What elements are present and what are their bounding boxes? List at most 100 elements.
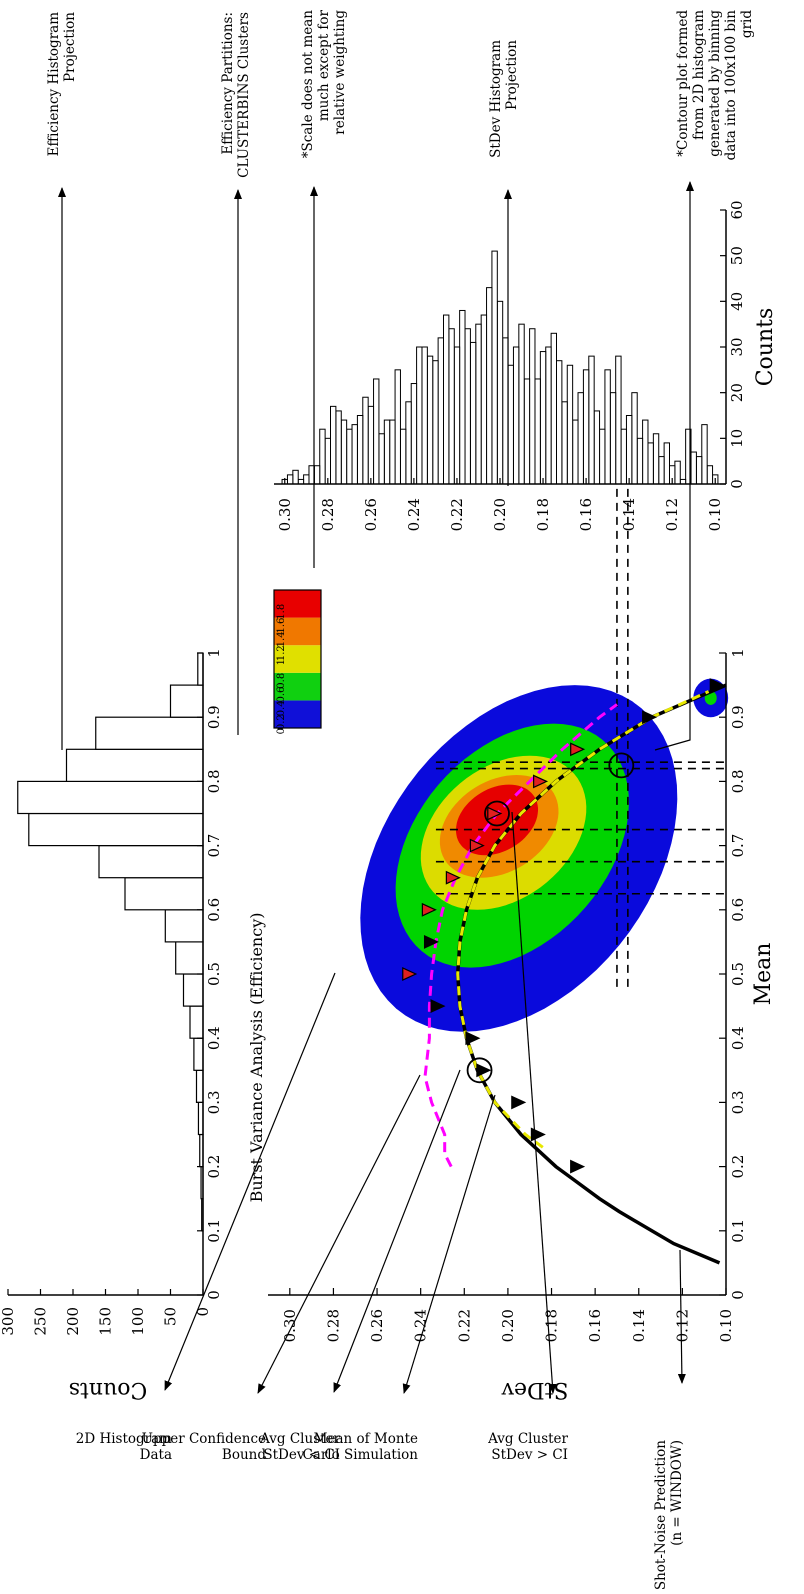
stdev-hist-bar (539, 351, 547, 485)
stdev-x-tick-label: 60 (728, 200, 746, 219)
stdev-hist-bar (383, 419, 391, 485)
stdev-hist-bar (690, 451, 697, 485)
colorbar: 00.20.40.60.8 11.21.41.61.8 (273, 589, 322, 734)
eff-hist-bar (124, 877, 204, 911)
stdev-hist-bar (399, 428, 407, 485)
x-axis-title: Mean (751, 943, 776, 1006)
stdev-hist-bar (701, 424, 708, 485)
stdev-hist-bar (453, 346, 461, 485)
ann_lt_ci: Avg Cluster StDev < CI (259, 1431, 340, 1463)
stdev-hist-bar (351, 424, 358, 485)
eff-hist-bar (98, 844, 204, 879)
colorbar-band-3 (274, 617, 321, 646)
stdev-hist-bar (615, 355, 622, 485)
stdev-hist-bar (512, 346, 520, 485)
stdev-hist-bar (292, 469, 299, 485)
x-tick-label: 0.7 (729, 834, 747, 858)
stdev-x-tick-label: 50 (728, 246, 746, 265)
stdev-hist-bar (432, 360, 439, 485)
stdev-hist-bar (443, 314, 450, 485)
stdev-y-tick-label: 0.22 (448, 498, 466, 531)
stdev-hist-bar (502, 337, 509, 485)
marker-0-2 (511, 1095, 527, 1110)
ann_shot: Shot-Noise Prediction(n = WINDOW) (653, 1440, 685, 1590)
stdev-hist-bar (448, 328, 455, 485)
annotations: Efficiency HistogramProjection Efficiency… (46, 9, 755, 1590)
ann_stdev_hist: StDev HistogramProjection (488, 40, 520, 158)
eff-hist-bar (65, 748, 204, 782)
stdev-hist-bar (529, 328, 536, 485)
stdev-hist-bar (464, 328, 471, 485)
circled-point-1 (484, 800, 510, 827)
marker-0-6 (423, 934, 440, 949)
stdev-hist-bar (550, 332, 557, 485)
stdev-hist-bar (561, 401, 568, 485)
ann_2d: 2D Histogram Data (76, 1431, 172, 1463)
colorbar-tick-label: 1.8 (276, 604, 287, 620)
stdev-hist-bar (588, 355, 595, 485)
stdev-y-tick-label: 0.24 (405, 498, 423, 531)
y-axis-title: StDev (501, 1377, 569, 1402)
eff-hist-bar (164, 909, 204, 943)
eff-hist-bar (175, 941, 204, 975)
ann_mc: Mean of Monte Carlo Simulation (302, 1431, 418, 1463)
stdev-y-tick-label: 0.16 (577, 498, 595, 531)
stdev-hist-bar (480, 314, 488, 485)
stdev-hist-bar (410, 383, 418, 485)
stdev-hist-bar (620, 428, 627, 485)
eff-hist-bar (182, 973, 204, 1007)
arrow-2d (164, 972, 336, 1391)
stdev-hist-bar (421, 346, 428, 485)
contour-level-4 (456, 784, 538, 856)
marker-0-0 (570, 1159, 586, 1174)
x-tick-label: 0.3 (729, 1090, 747, 1114)
stdev-hist-bar (405, 401, 412, 485)
colorbar-tick-label: 0.4 (276, 700, 287, 716)
y-tick-label: 0.22 (455, 1309, 473, 1342)
marker-1-1 (421, 902, 437, 917)
eff-x-tick-label: 0.7 (205, 834, 223, 858)
stdev-hist-bar (556, 360, 563, 485)
stdev-hist-bar (706, 465, 714, 485)
stdev-hist-bar (426, 355, 434, 485)
stdev-x-tick-label: 0 (728, 479, 746, 489)
stdev-hist-bar (577, 392, 584, 485)
colorbar-band-1 (274, 672, 321, 701)
stdev-hist-bar (534, 378, 541, 485)
x-tick-label: 0.9 (729, 705, 747, 729)
eff-x-tick-label: 0.2 (205, 1155, 223, 1179)
eff-y-tick-label: 0 (194, 1307, 212, 1317)
marker-0-8 (709, 678, 725, 693)
main-plot: 0 0.1 0.2 0.3 0.4 0.5 0.6 0.7 0.8 0.9 1 0.10 0.12 0.1… (247, 470, 776, 1402)
colorbar-tick-label: 0.8 (276, 673, 287, 689)
circled-point-0 (466, 1057, 493, 1084)
stdev-hist-bar (582, 369, 590, 485)
stdev-hist-bar (378, 433, 385, 485)
ann_partitions: Efficiency Partitions:CLUSTERBINS Cluste… (220, 12, 252, 178)
eff-hist-bar (95, 716, 204, 750)
eff-hist-bar (28, 812, 204, 847)
main-title: Burst Variance Analysis (Efficiency) (247, 913, 266, 1203)
stdev-hist-bar (642, 419, 649, 485)
y-tick-label: 0.16 (586, 1309, 604, 1342)
x-tick-label: 0.4 (729, 1026, 747, 1050)
marker-1-5 (533, 774, 549, 789)
eff-x-tick-label: 0.4 (205, 1026, 223, 1050)
stdev-hist-bar (324, 437, 332, 485)
stdev-hist-bar (631, 392, 638, 485)
stdev-y-tick-label: 0.26 (362, 498, 380, 531)
efficiency-histogram: 0 0.1 0.2 0.3 0.4 0.5 0.6 0.7 0.8 0.9 1 0 50 100 150 20… (0, 648, 223, 1402)
stdev-hist-bar (507, 364, 514, 485)
eff-x-tick-label: 0.5 (205, 962, 223, 986)
series-line-1 (456, 690, 710, 1149)
x-tick-label: 0.1 (729, 1219, 747, 1243)
colorbar-tick-label: 1 (276, 659, 287, 665)
eff-y-tick-label: 300 (0, 1307, 17, 1336)
stdev-y-tick-label: 0.20 (491, 498, 509, 531)
stdev-hist-bar (319, 428, 326, 485)
eff-x-tick-label: 0.1 (205, 1219, 223, 1243)
stdev-hist-bar (695, 456, 703, 485)
stdev-hist-bar (475, 323, 482, 485)
stdev-hist-bar (663, 442, 670, 485)
arrow-shot (677, 1249, 686, 1384)
